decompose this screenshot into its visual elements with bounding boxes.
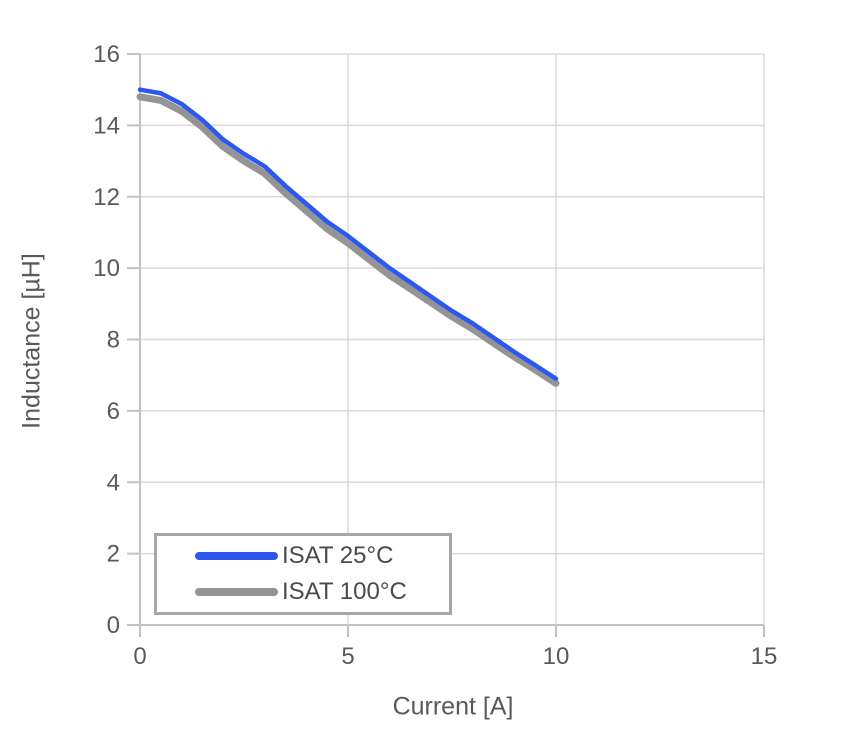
series-line-isat-25c	[137, 87, 559, 382]
legend-item-isat-100c: ISAT 100°C	[195, 580, 449, 604]
x-tick-label: 0	[133, 643, 146, 670]
y-tick-label: 0	[107, 612, 120, 639]
x-tick-label: 5	[341, 643, 354, 670]
series-line-isat-100c	[136, 93, 560, 387]
legend-item-isat-25c: ISAT 25°C	[195, 544, 449, 568]
y-tick-label: 6	[107, 398, 120, 425]
legend: ISAT 25°C ISAT 100°C	[154, 533, 452, 615]
y-tick-label: 8	[107, 327, 120, 354]
x-tick-label: 10	[543, 643, 570, 670]
legend-line-swatch-isat-25c	[195, 552, 278, 560]
y-tick-label: 4	[107, 469, 120, 496]
legend-label-isat-100c: ISAT 100°C	[282, 578, 407, 605]
y-tick-label: 2	[107, 541, 120, 568]
y-axis-title: Inductance [µH]	[17, 253, 46, 429]
y-tick-label: 14	[93, 112, 120, 139]
legend-label-isat-25c: ISAT 25°C	[282, 542, 394, 569]
y-tick-label: 10	[93, 255, 120, 282]
x-axis-title: Current [A]	[392, 692, 514, 721]
y-tick-label: 12	[93, 184, 120, 211]
y-tick-label: 16	[93, 41, 120, 68]
legend-line-swatch-isat-100c	[195, 588, 278, 596]
x-tick-label: 15	[751, 643, 778, 670]
